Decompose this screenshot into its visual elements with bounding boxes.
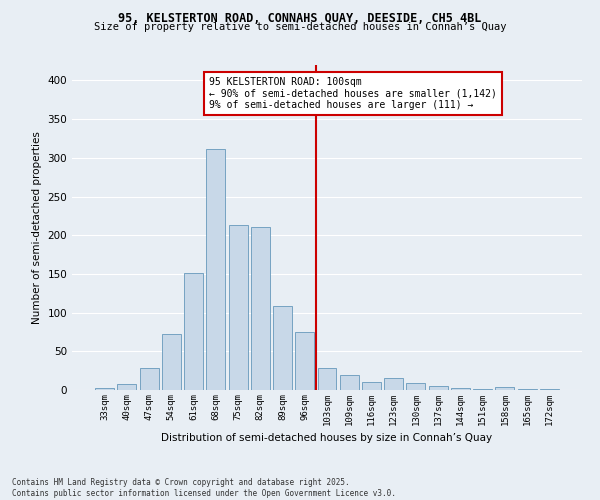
Bar: [184, 273, 203, 390]
Text: Contains HM Land Registry data © Crown copyright and database right 2025.
Contai: Contains HM Land Registry data © Crown c…: [12, 478, 396, 498]
Bar: [140, 368, 158, 390]
X-axis label: Distribution of semi-detached houses by size in Connah’s Quay: Distribution of semi-detached houses by …: [161, 434, 493, 444]
Bar: [118, 384, 136, 390]
Bar: [206, 148, 225, 390]
Bar: [540, 389, 559, 390]
Bar: [496, 387, 514, 390]
Bar: [429, 386, 448, 390]
Bar: [451, 388, 470, 390]
Bar: [317, 368, 337, 390]
Bar: [384, 378, 403, 390]
Bar: [251, 226, 270, 390]
Text: Size of property relative to semi-detached houses in Connah’s Quay: Size of property relative to semi-detach…: [94, 22, 506, 32]
Bar: [518, 389, 536, 390]
Bar: [406, 383, 425, 390]
Bar: [162, 334, 181, 390]
Text: 95, KELSTERTON ROAD, CONNAHS QUAY, DEESIDE, CH5 4BL: 95, KELSTERTON ROAD, CONNAHS QUAY, DEESI…: [118, 12, 482, 26]
Bar: [295, 332, 314, 390]
Bar: [229, 225, 248, 390]
Text: 95 KELSTERTON ROAD: 100sqm
← 90% of semi-detached houses are smaller (1,142)
9% : 95 KELSTERTON ROAD: 100sqm ← 90% of semi…: [209, 76, 497, 110]
Bar: [340, 374, 359, 390]
Bar: [273, 306, 292, 390]
Bar: [362, 382, 381, 390]
Bar: [473, 389, 492, 390]
Y-axis label: Number of semi-detached properties: Number of semi-detached properties: [32, 131, 42, 324]
Bar: [95, 388, 114, 390]
